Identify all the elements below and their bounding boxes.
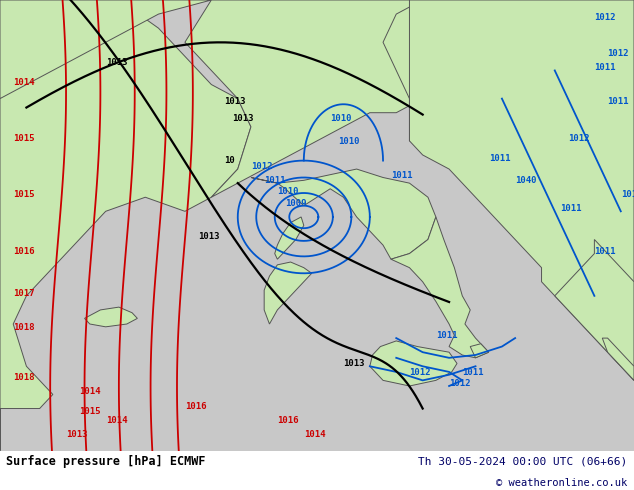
Polygon shape — [370, 341, 457, 386]
Polygon shape — [383, 0, 634, 282]
Text: 1009: 1009 — [285, 198, 307, 208]
Text: 1014: 1014 — [13, 77, 35, 87]
Text: 1015: 1015 — [13, 134, 35, 143]
Text: 1015: 1015 — [13, 190, 35, 199]
Text: 1014: 1014 — [304, 430, 325, 439]
Polygon shape — [470, 343, 489, 358]
Text: 1011: 1011 — [489, 153, 510, 163]
Text: 1013: 1013 — [198, 232, 219, 242]
Text: 1012: 1012 — [568, 134, 590, 143]
Text: 1018: 1018 — [13, 373, 35, 382]
Text: 1011: 1011 — [595, 246, 616, 256]
Polygon shape — [555, 240, 634, 380]
Text: 1012: 1012 — [449, 379, 470, 388]
Text: 1017: 1017 — [13, 289, 35, 298]
Text: 1012: 1012 — [410, 368, 431, 377]
Text: 1013: 1013 — [66, 430, 87, 439]
Text: 1016: 1016 — [278, 416, 299, 425]
Text: 1010: 1010 — [338, 137, 359, 146]
Text: 1014: 1014 — [106, 416, 127, 425]
Polygon shape — [410, 0, 634, 380]
Text: 1011: 1011 — [391, 171, 413, 179]
Text: 1011: 1011 — [595, 63, 616, 73]
Text: 1011: 1011 — [462, 368, 484, 377]
Text: 1012: 1012 — [595, 13, 616, 22]
Text: 1010: 1010 — [330, 114, 352, 123]
Text: 1011: 1011 — [436, 331, 457, 340]
Text: 1014: 1014 — [79, 388, 101, 396]
Polygon shape — [0, 0, 251, 451]
Polygon shape — [185, 0, 634, 197]
Polygon shape — [602, 338, 634, 380]
Text: 1012: 1012 — [251, 162, 273, 171]
Text: 1016: 1016 — [185, 401, 207, 411]
Text: Surface pressure [hPa] ECMWF: Surface pressure [hPa] ECMWF — [6, 455, 206, 468]
Text: 1013: 1013 — [344, 359, 365, 368]
Text: 10: 10 — [224, 156, 235, 166]
Polygon shape — [275, 217, 304, 259]
Text: 1011: 1011 — [560, 204, 581, 213]
Polygon shape — [84, 307, 138, 327]
Text: 1012: 1012 — [621, 190, 634, 199]
Text: 1010: 1010 — [278, 187, 299, 196]
Text: 1013: 1013 — [233, 114, 254, 123]
Text: 1016: 1016 — [13, 246, 35, 256]
Polygon shape — [391, 217, 489, 358]
Text: Th 30-05-2024 00:00 UTC (06+66): Th 30-05-2024 00:00 UTC (06+66) — [418, 456, 628, 466]
Text: © weatheronline.co.uk: © weatheronline.co.uk — [496, 478, 628, 489]
Polygon shape — [251, 169, 436, 259]
Text: 1018: 1018 — [13, 322, 35, 332]
Text: 1015: 1015 — [79, 407, 101, 416]
Text: 1012: 1012 — [607, 49, 629, 58]
Text: 1013: 1013 — [106, 58, 127, 67]
Text: 1011: 1011 — [607, 97, 629, 106]
Text: 1040: 1040 — [515, 176, 536, 185]
Text: 1013: 1013 — [224, 97, 246, 106]
Polygon shape — [264, 262, 312, 324]
Text: 1011: 1011 — [264, 176, 286, 185]
Polygon shape — [0, 0, 634, 98]
